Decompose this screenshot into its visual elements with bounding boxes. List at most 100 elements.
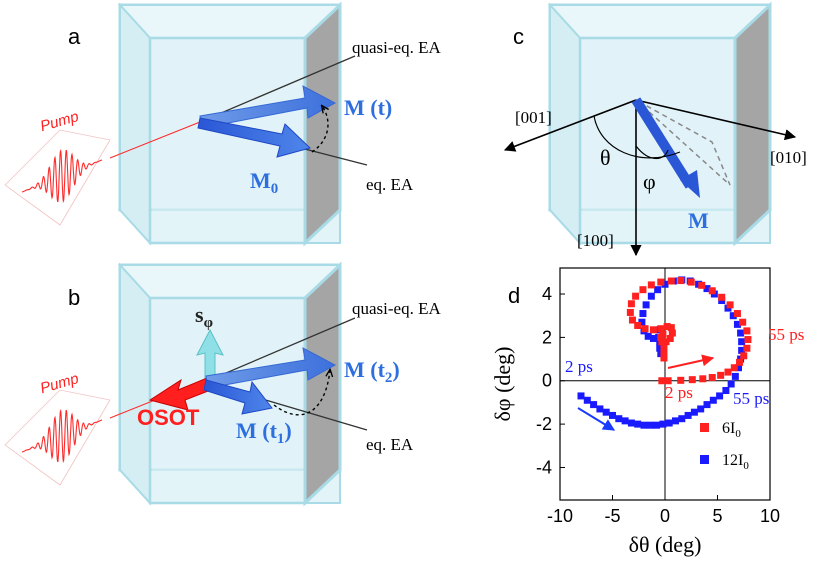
data-point-6I0 [641, 325, 649, 333]
m-label-c: M [688, 208, 709, 233]
data-point-12I0 [634, 420, 642, 428]
phi-label: φ [643, 169, 656, 194]
data-point-6I0 [708, 373, 716, 381]
data-point-6I0 [717, 371, 725, 379]
pump-waveform [21, 148, 103, 204]
data-point-12I0 [697, 405, 705, 413]
annotation-label: 55 ps [733, 389, 769, 408]
data-point-12I0 [690, 408, 698, 416]
data-point-6I0 [740, 352, 748, 360]
panel-label-c: c [513, 24, 524, 49]
data-point-6I0 [724, 368, 732, 376]
data-point-12I0 [727, 380, 735, 388]
theta-arc [593, 115, 681, 159]
data-point-12I0 [656, 344, 664, 352]
data-point-12I0 [738, 346, 746, 354]
data-point-12I0 [647, 292, 655, 300]
phi-arc [635, 145, 669, 160]
data-point-6I0 [687, 278, 695, 286]
legend-marker-12I0 [700, 455, 709, 464]
data-point-6I0 [667, 324, 675, 332]
m0-arrow [197, 117, 311, 158]
data-point-6I0 [708, 287, 716, 295]
y-tick-label: -2 [536, 414, 552, 434]
y-tick-label: 0 [542, 371, 552, 391]
red-direction-arrow [667, 354, 715, 369]
x-tick-label: 5 [712, 506, 722, 526]
data-point-6I0 [664, 377, 672, 385]
panel-label-a: a [68, 24, 81, 49]
s-phi-label: sφ [195, 302, 213, 331]
data-point-12I0 [733, 320, 741, 328]
quasi-eq-ea-label-a: quasi-eq. EA [352, 38, 441, 57]
quasi-eq-ea-line-a [199, 55, 356, 123]
blue-direction-arrow [577, 407, 616, 431]
x-tick-label: -5 [604, 506, 620, 526]
data-point-12I0 [602, 408, 610, 416]
projection-dashed [635, 99, 731, 186]
axis-010 [635, 99, 797, 141]
pump-label-a: Pump [38, 108, 80, 135]
data-point-12I0 [638, 318, 646, 326]
data-point-12I0 [703, 401, 711, 409]
data-point-6I0 [660, 354, 668, 362]
y-tick-label: 4 [542, 284, 552, 304]
data-point-6I0 [743, 344, 751, 352]
panel-d: d -10 -5 0 5 10 -4 -2 0 2 4 δθ (deg) δφ (deg) 55 ps 2… [490, 267, 804, 557]
axis-100-label: [100] [577, 231, 614, 250]
data-point-12I0 [642, 301, 650, 309]
data-point-12I0 [646, 421, 654, 429]
osot-label: OSOT [137, 405, 200, 430]
m-t1-label: M (t1) [236, 418, 292, 447]
data-point-12I0 [621, 417, 629, 425]
data-point-6I0 [726, 301, 734, 309]
data-point-6I0 [699, 375, 707, 383]
m-t2-label: M (t2) [344, 357, 400, 386]
quasi-eq-ea-line-b [204, 317, 356, 383]
data-point-12I0 [590, 401, 598, 409]
m0-label: M0 [250, 168, 278, 197]
legend-label-6I0: 6I0 [722, 420, 741, 440]
data-point-12I0 [665, 419, 673, 427]
data-point-6I0 [657, 278, 665, 286]
axis-001 [503, 99, 637, 152]
axis-010-label: [010] [770, 148, 807, 167]
data-point-6I0 [639, 286, 647, 294]
data-point-6I0 [744, 336, 752, 344]
data-point-12I0 [639, 310, 647, 318]
data-point-6I0 [743, 327, 751, 335]
annotation-label: 55 ps [768, 325, 804, 344]
data-point-12I0 [627, 419, 635, 427]
data-point-12I0 [644, 332, 652, 340]
data-point-6I0 [677, 277, 685, 285]
data-point-6I0 [677, 376, 685, 384]
data-point-6I0 [647, 281, 655, 289]
x-tick-label: 0 [660, 506, 670, 526]
data-point-12I0 [738, 338, 746, 346]
data-point-12I0 [654, 286, 662, 294]
annotation-label: 2 ps [665, 383, 693, 402]
data-point-12I0 [583, 396, 591, 404]
legend-marker-6I0 [700, 423, 709, 432]
data-point-6I0 [666, 334, 674, 342]
data-point-12I0 [659, 420, 667, 428]
m-t1-arrow [203, 379, 273, 415]
data-point-6I0 [649, 326, 657, 334]
data-point-6I0 [733, 310, 741, 318]
data-point-12I0 [684, 411, 692, 419]
y-tick-label: 2 [542, 327, 552, 347]
pump-waveform [21, 408, 103, 464]
data-point-12I0 [709, 396, 717, 404]
data-point-12I0 [577, 392, 585, 400]
data-point-6I0 [667, 277, 675, 285]
data-point-12I0 [609, 411, 616, 419]
data-point-6I0 [660, 342, 668, 350]
precession-dashed-arrow-a [311, 106, 328, 153]
x-tick-label: -10 [547, 506, 573, 526]
data-point-12I0 [735, 364, 742, 372]
data-point-6I0 [662, 338, 670, 346]
annotation-label: 2 ps [565, 357, 593, 376]
data-point-12I0 [716, 392, 724, 400]
y-axis-label: δφ (deg) [490, 347, 515, 422]
